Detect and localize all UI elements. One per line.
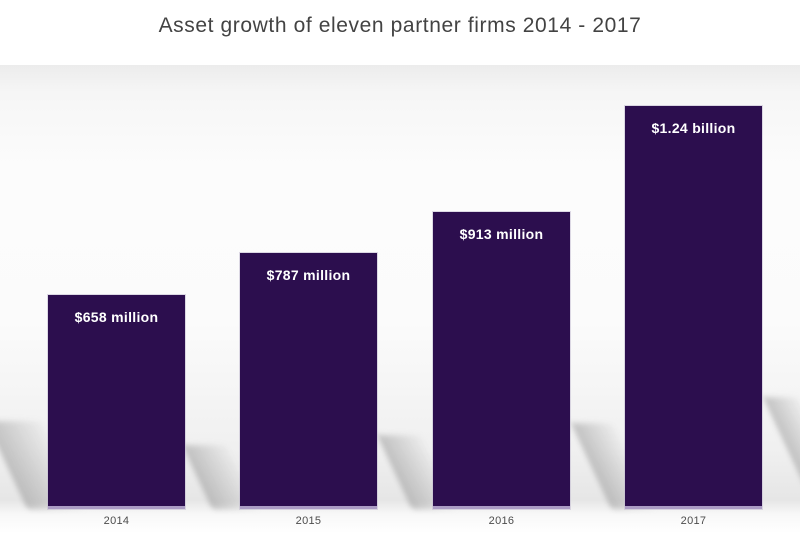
bar-cast-shadow (763, 397, 800, 509)
x-axis-label-2015: 2015 (295, 515, 322, 527)
chart-title: Asset growth of eleven partner firms 201… (158, 14, 642, 37)
x-axis-label-2017: 2017 (680, 515, 707, 527)
bar-value-label: $1.24 billion (651, 120, 736, 136)
bar-value-label: $913 million (459, 226, 544, 242)
bar-bottom-edge (625, 506, 762, 509)
bar-2017: $1.24 billion (625, 106, 762, 509)
plot-area: $658 million $787 million $913 million $1.2… (0, 65, 800, 533)
bar-bottom-edge (433, 506, 570, 509)
bar-2014: $658 million (48, 295, 185, 509)
bar-value-label: $658 million (74, 309, 159, 325)
x-axis-label-2014: 2014 (103, 515, 130, 527)
x-axis-label-2016: 2016 (488, 515, 515, 527)
bar-bottom-edge (240, 506, 377, 509)
bar-value-label: $787 million (266, 267, 351, 283)
bar-bottom-edge (48, 506, 185, 509)
bar-2015: $787 million (240, 253, 377, 509)
bar-2016: $913 million (433, 212, 570, 509)
